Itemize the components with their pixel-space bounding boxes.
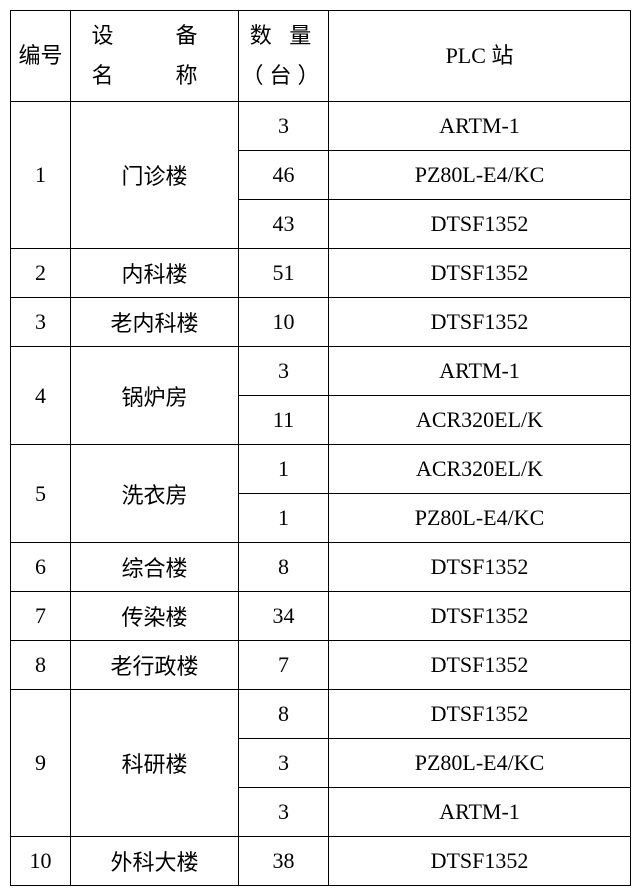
table-row: 4 锅炉房 3 ARTM-1 bbox=[11, 347, 631, 396]
equipment-table: 编号 设 备 名 称 数 量 （台） PLC 站 1 门诊楼 3 ARTM-1 … bbox=[10, 10, 631, 886]
cell-qty: 46 bbox=[239, 151, 329, 200]
cell-name: 门诊楼 bbox=[71, 102, 239, 249]
table-row: 1 门诊楼 3 ARTM-1 bbox=[11, 102, 631, 151]
table-row: 9 科研楼 8 DTSF1352 bbox=[11, 690, 631, 739]
cell-plc: ARTM-1 bbox=[329, 102, 631, 151]
cell-plc: ARTM-1 bbox=[329, 788, 631, 837]
cell-name: 洗衣房 bbox=[71, 445, 239, 543]
cell-plc: DTSF1352 bbox=[329, 592, 631, 641]
cell-name: 老行政楼 bbox=[71, 641, 239, 690]
cell-qty: 43 bbox=[239, 200, 329, 249]
cell-id: 7 bbox=[11, 592, 71, 641]
col-header-qty: 数 量 （台） bbox=[239, 11, 329, 102]
cell-plc: PZ80L-E4/KC bbox=[329, 739, 631, 788]
cell-qty: 3 bbox=[239, 347, 329, 396]
cell-id: 8 bbox=[11, 641, 71, 690]
table-row: 10 外科大楼 38 DTSF1352 bbox=[11, 837, 631, 886]
table-row: 2 内科楼 51 DTSF1352 bbox=[11, 249, 631, 298]
cell-qty: 3 bbox=[239, 102, 329, 151]
cell-id: 9 bbox=[11, 690, 71, 837]
cell-qty: 51 bbox=[239, 249, 329, 298]
table-body: 1 门诊楼 3 ARTM-1 46 PZ80L-E4/KC 43 DTSF135… bbox=[11, 102, 631, 886]
cell-qty: 7 bbox=[239, 641, 329, 690]
col-header-id: 编号 bbox=[11, 11, 71, 102]
col-header-plc: PLC 站 bbox=[329, 11, 631, 102]
cell-plc: ACR320EL/K bbox=[329, 396, 631, 445]
cell-name: 内科楼 bbox=[71, 249, 239, 298]
cell-qty: 11 bbox=[239, 396, 329, 445]
cell-plc: DTSF1352 bbox=[329, 690, 631, 739]
cell-qty: 1 bbox=[239, 494, 329, 543]
cell-id: 3 bbox=[11, 298, 71, 347]
cell-plc: DTSF1352 bbox=[329, 543, 631, 592]
col-header-qty-line2: （台） bbox=[241, 63, 325, 88]
cell-name: 锅炉房 bbox=[71, 347, 239, 445]
cell-qty: 10 bbox=[239, 298, 329, 347]
cell-plc: DTSF1352 bbox=[329, 298, 631, 347]
table-row: 5 洗衣房 1 ACR320EL/K bbox=[11, 445, 631, 494]
cell-qty: 1 bbox=[239, 445, 329, 494]
table-row: 3 老内科楼 10 DTSF1352 bbox=[11, 298, 631, 347]
cell-plc: PZ80L-E4/KC bbox=[329, 494, 631, 543]
cell-plc: DTSF1352 bbox=[329, 837, 631, 886]
col-header-plc-text: PLC 站 bbox=[446, 43, 514, 68]
cell-name: 传染楼 bbox=[71, 592, 239, 641]
cell-name: 综合楼 bbox=[71, 543, 239, 592]
cell-id: 6 bbox=[11, 543, 71, 592]
col-header-name-line1: 设 备 bbox=[91, 23, 217, 48]
table-row: 7 传染楼 34 DTSF1352 bbox=[11, 592, 631, 641]
cell-qty: 8 bbox=[239, 543, 329, 592]
cell-qty: 8 bbox=[239, 690, 329, 739]
cell-plc: DTSF1352 bbox=[329, 200, 631, 249]
cell-name: 外科大楼 bbox=[71, 837, 239, 886]
cell-plc: ARTM-1 bbox=[329, 347, 631, 396]
cell-qty: 3 bbox=[239, 788, 329, 837]
cell-qty: 34 bbox=[239, 592, 329, 641]
cell-plc: DTSF1352 bbox=[329, 641, 631, 690]
cell-id: 2 bbox=[11, 249, 71, 298]
cell-plc: DTSF1352 bbox=[329, 249, 631, 298]
cell-name: 科研楼 bbox=[71, 690, 239, 837]
cell-id: 1 bbox=[11, 102, 71, 249]
col-header-id-text: 编号 bbox=[18, 43, 62, 68]
col-header-name-line2: 名 称 bbox=[91, 63, 217, 88]
cell-name: 老内科楼 bbox=[71, 298, 239, 347]
table-header-row: 编号 设 备 名 称 数 量 （台） PLC 站 bbox=[11, 11, 631, 102]
cell-plc: PZ80L-E4/KC bbox=[329, 151, 631, 200]
cell-plc: ACR320EL/K bbox=[329, 445, 631, 494]
cell-qty: 3 bbox=[239, 739, 329, 788]
cell-id: 4 bbox=[11, 347, 71, 445]
cell-qty: 38 bbox=[239, 837, 329, 886]
cell-id: 10 bbox=[11, 837, 71, 886]
cell-id: 5 bbox=[11, 445, 71, 543]
col-header-name: 设 备 名 称 bbox=[71, 11, 239, 102]
table-row: 8 老行政楼 7 DTSF1352 bbox=[11, 641, 631, 690]
table-row: 6 综合楼 8 DTSF1352 bbox=[11, 543, 631, 592]
col-header-qty-line1: 数 量 bbox=[250, 23, 318, 48]
